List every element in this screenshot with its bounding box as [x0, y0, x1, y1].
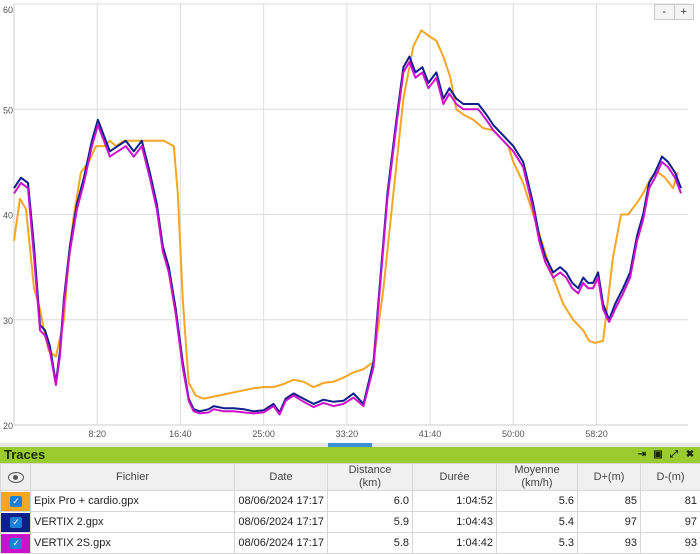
zoom-in-button[interactable]: + — [675, 5, 694, 19]
cell-distance: 5.8 — [328, 533, 413, 554]
traces-table: Fichier Date Distance (km) Durée Moyenne… — [0, 463, 700, 554]
x-tick-label: 41:40 — [419, 429, 442, 439]
x-tick-label: 16:40 — [169, 429, 192, 439]
x-tick-label: 58:20 — [585, 429, 608, 439]
table-row[interactable]: ✓ VERTIX 2.gpx 08/06/2024 17:17 5.9 1:04… — [1, 512, 700, 533]
panel-title: Traces — [4, 447, 45, 463]
cell-dminus: 93 — [641, 533, 700, 554]
elevation-chart[interactable]: 20 30 40 50 60 8:20 16:40 25:00 33:20 41:40 50:00 5… — [0, 0, 700, 443]
cell-file: VERTIX 2.gpx — [31, 512, 235, 533]
x-tick-label: 33:20 — [336, 429, 359, 439]
cell-average: 5.6 — [497, 491, 578, 512]
checkbox-checked-icon[interactable]: ✓ — [10, 517, 22, 528]
zoom-out-button[interactable]: - — [655, 5, 675, 19]
y-tick-label: 20 — [3, 421, 13, 431]
cell-duration: 1:04:43 — [413, 512, 497, 533]
zoom-controls: - + — [654, 4, 694, 20]
column-header-dminus[interactable]: D-(m) — [641, 464, 700, 491]
x-tick-label: 25:00 — [252, 429, 275, 439]
visibility-column-header[interactable] — [1, 464, 31, 491]
x-tick-label: 8:20 — [88, 429, 106, 439]
cell-average: 5.3 — [497, 533, 578, 554]
arrow-right-bar-icon[interactable]: ⇥ — [636, 448, 648, 461]
cell-average: 5.4 — [497, 512, 578, 533]
cell-file: VERTIX 2S.gpx — [31, 533, 235, 554]
table-row[interactable]: ✓ VERTIX 2S.gpx 08/06/2024 17:17 5.8 1:0… — [1, 533, 700, 554]
expand-icon[interactable]: ⤢ — [668, 448, 680, 461]
column-header-dplus[interactable]: D+(m) — [578, 464, 641, 491]
column-header-date[interactable]: Date — [235, 464, 328, 491]
cell-dplus: 85 — [578, 491, 641, 512]
trace-color-swatch: ✓ — [1, 513, 30, 532]
cell-duration: 1:04:42 — [413, 533, 497, 554]
trace-color-swatch: ✓ — [1, 534, 30, 553]
cell-dminus: 81 — [641, 491, 700, 512]
close-icon[interactable]: ✖ — [684, 448, 696, 461]
cell-date: 08/06/2024 17:17 — [235, 512, 328, 533]
cell-dplus: 93 — [578, 533, 641, 554]
x-tick-label: 50:00 — [502, 429, 525, 439]
cell-distance: 6.0 — [328, 491, 413, 512]
visibility-toggle[interactable]: ✓ — [1, 533, 31, 554]
trace-color-swatch: ✓ — [1, 492, 30, 511]
series-line — [14, 62, 681, 415]
column-header-distance[interactable]: Distance (km) — [328, 464, 413, 491]
column-header-average[interactable]: Moyenne (km/h) — [497, 464, 578, 491]
cell-date: 08/06/2024 17:17 — [235, 533, 328, 554]
y-tick-label: 40 — [3, 211, 13, 221]
cell-dminus: 97 — [641, 512, 700, 533]
traces-panel-header: Traces ⇥ ▣ ⤢ ✖ — [0, 447, 700, 463]
cell-file: Epix Pro + cardio.gpx — [31, 491, 235, 512]
table-header-row: Fichier Date Distance (km) Durée Moyenne… — [1, 464, 700, 491]
cell-dplus: 97 — [578, 512, 641, 533]
y-tick-label: 50 — [3, 105, 13, 115]
visibility-toggle[interactable]: ✓ — [1, 512, 31, 533]
cell-distance: 5.9 — [328, 512, 413, 533]
column-header-duration[interactable]: Durée — [413, 464, 497, 491]
y-tick-label: 60 — [3, 5, 13, 15]
column-header-file[interactable]: Fichier — [31, 464, 235, 491]
eye-icon — [8, 472, 24, 483]
checkbox-checked-icon[interactable]: ✓ — [10, 496, 22, 507]
chart-plot[interactable]: 20 30 40 50 60 8:20 16:40 25:00 33:20 41:40 50:00 5… — [0, 0, 700, 443]
y-tick-label: 30 — [3, 316, 13, 326]
table-row[interactable]: ✓ Epix Pro + cardio.gpx 08/06/2024 17:17… — [1, 491, 700, 512]
series-line — [14, 57, 681, 413]
cell-duration: 1:04:52 — [413, 491, 497, 512]
panel-header-icons: ⇥ ▣ ⤢ ✖ — [636, 448, 696, 461]
visibility-toggle[interactable]: ✓ — [1, 491, 31, 512]
window-icon[interactable]: ▣ — [652, 448, 664, 461]
checkbox-checked-icon[interactable]: ✓ — [10, 538, 22, 549]
cell-date: 08/06/2024 17:17 — [235, 491, 328, 512]
